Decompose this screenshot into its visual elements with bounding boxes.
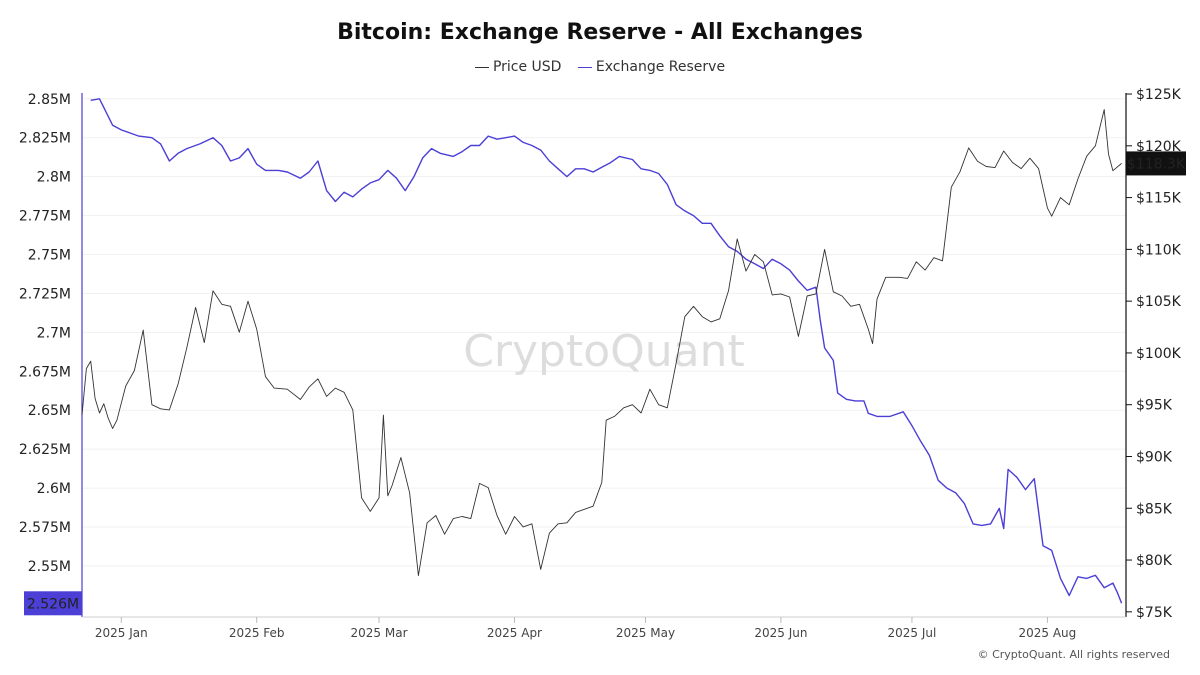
x-tick-label-2: 2025 Mar xyxy=(351,626,408,640)
legend-item-reserve[interactable]: Exchange Reserve xyxy=(577,59,726,75)
y-right-tick-label-7: $90K xyxy=(1136,449,1173,465)
y-left-tick-label-1: 2.825M xyxy=(19,131,71,147)
series-lines[interactable] xyxy=(81,98,1123,604)
y-left-tick-label-7: 2.675M xyxy=(19,364,71,380)
value-badges: 2.526M $118.3K xyxy=(24,151,1186,616)
chart-title: Bitcoin: Exchange Reserve - All Exchange… xyxy=(337,20,863,45)
series-line-price-usd[interactable] xyxy=(81,109,1122,577)
legend-label-reserve: Exchange Reserve xyxy=(595,59,726,75)
legend-label-price: Price USD xyxy=(492,59,562,75)
reserve-last-value-badge xyxy=(24,591,82,616)
legend[interactable]: Price USD Exchange Reserve xyxy=(0,59,1200,75)
copyright-notice: © CryptoQuant. All rights reserved xyxy=(977,648,1170,661)
x-tick-label-7: 2025 Aug xyxy=(1018,626,1076,640)
y-left-tick-label-5: 2.725M xyxy=(19,286,71,302)
y-left-tick-label-4: 2.75M xyxy=(28,247,71,263)
reserve-last-value-text: 2.526M xyxy=(27,596,79,612)
legend-swatch-reserve xyxy=(577,66,592,68)
y-right-tick-label-0: $125K xyxy=(1136,87,1182,103)
price-last-value-badge xyxy=(1126,151,1186,176)
x-tick-label-5: 2025 Jun xyxy=(754,626,807,640)
y-right-tick-label-6: $95K xyxy=(1136,398,1173,414)
x-tick-label-3: 2025 Apr xyxy=(487,626,542,640)
y-right-tick-label-8: $85K xyxy=(1136,501,1173,517)
legend-swatch-price xyxy=(474,66,489,68)
legend-item-price[interactable]: Price USD xyxy=(474,59,562,75)
y-left-tick-label-12: 2.55M xyxy=(28,559,71,575)
tick-labels: 2.85M 2.825M 2.8M 2.775M 2.75M 2.725M 2.7M 2.67… xyxy=(19,87,1182,640)
y-right-tick-label-4: $105K xyxy=(1136,294,1182,310)
y-right-tick-label-2: $115K xyxy=(1136,191,1182,207)
y-left-tick-label-3: 2.775M xyxy=(19,209,71,225)
y-left-tick-label-8: 2.65M xyxy=(28,403,71,419)
x-tick-label-4: 2025 May xyxy=(616,626,675,640)
y-left-tick-label-10: 2.6M xyxy=(37,481,71,497)
series-line-exchange-reserve[interactable] xyxy=(90,98,1123,604)
y-left-tick-label-6: 2.7M xyxy=(37,325,71,341)
y-right-tick-label-9: $80K xyxy=(1136,553,1173,569)
y-left-tick-label-2: 2.8M xyxy=(37,170,71,186)
y-right-tick-label-10: $75K xyxy=(1136,605,1173,621)
y-right-tick-label-5: $100K xyxy=(1136,346,1182,362)
watermark: CryptoQuant xyxy=(463,326,745,377)
y-left-tick-label-0: 2.85M xyxy=(28,92,71,108)
price-last-value-text: $118.3K xyxy=(1127,156,1186,172)
y-right-tick-label-1: $120K xyxy=(1136,139,1182,155)
y-left-tick-label-9: 2.625M xyxy=(19,442,71,458)
y-right-tick-label-3: $110K xyxy=(1136,242,1182,258)
axes xyxy=(81,93,1127,618)
y-left-tick-label-11: 2.575M xyxy=(19,520,71,536)
x-tick-label-0: 2025 Jan xyxy=(95,626,148,640)
x-tick-label-1: 2025 Feb xyxy=(229,626,285,640)
x-tick-label-6: 2025 Jul xyxy=(888,626,937,640)
